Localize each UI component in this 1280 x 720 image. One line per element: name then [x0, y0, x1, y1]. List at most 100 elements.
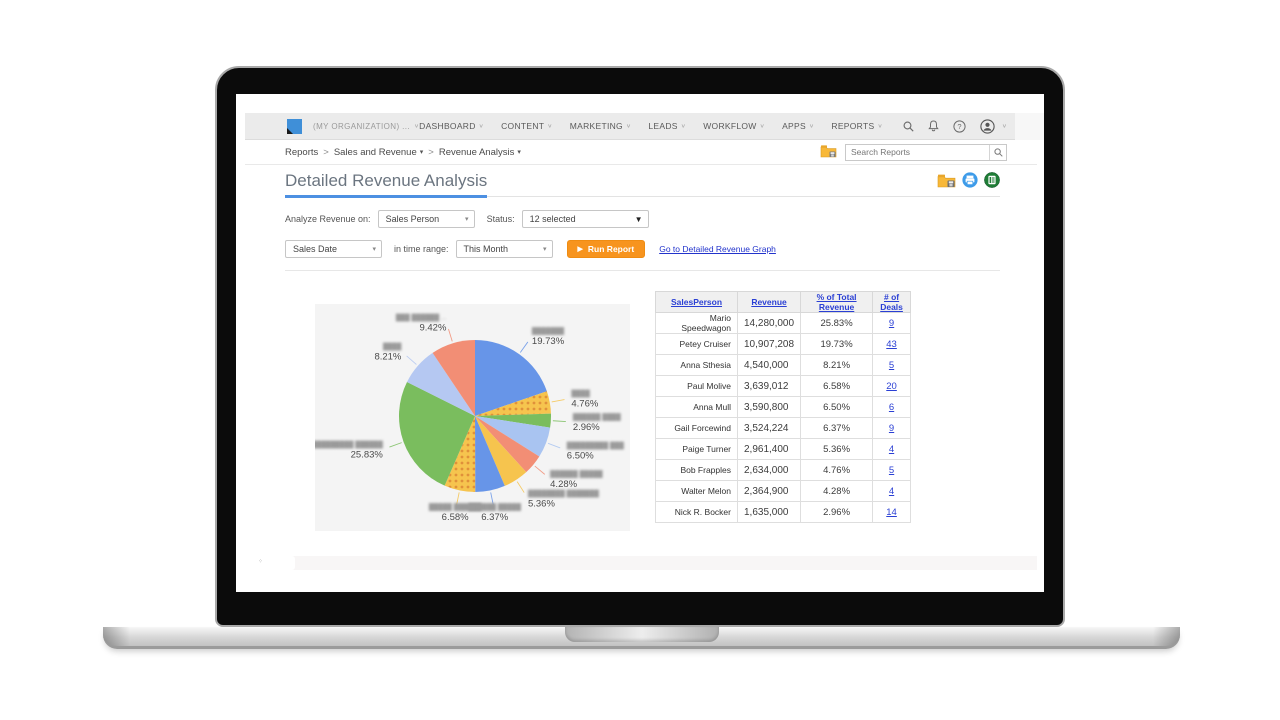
bottom-strip	[263, 556, 1037, 570]
nav-item-apps[interactable]: APPS ∨	[782, 121, 815, 131]
column-header[interactable]: % of Total Revenue	[800, 291, 874, 313]
nav-item-marketing[interactable]: MARKETING ∨	[569, 121, 632, 131]
analyze-revenue-select[interactable]: Sales Person ▾	[377, 210, 475, 228]
status-select[interactable]: 12 selected ▼	[521, 210, 649, 228]
pie-label-percent: 6.58%	[442, 512, 469, 523]
breadcrumb-separator: >	[428, 146, 434, 158]
pie-slice[interactable]	[475, 413, 551, 428]
deals-link[interactable]: 4	[872, 480, 912, 502]
revenue-cell: 2,364,900	[736, 480, 802, 502]
label-leader-line	[547, 442, 561, 449]
nav-item-workflow[interactable]: WORKFLOW ∨	[703, 121, 766, 131]
filter-panel: Analyze Revenue on: Sales Person ▾ Status…	[285, 210, 1000, 271]
column-header[interactable]: # of Deals	[872, 291, 912, 313]
save-to-folder-icon[interactable]	[937, 173, 956, 190]
deals-link[interactable]: 14	[872, 501, 912, 523]
detailed-revenue-graph-link[interactable]: Go to Detailed Revenue Graph	[659, 244, 776, 254]
export-icon[interactable]	[984, 172, 1000, 190]
deals-link[interactable]: 9	[872, 312, 912, 334]
breadcrumb-row: Reports > Sales and Revenue ▾ > Revenue Analy…	[245, 140, 1037, 165]
deals-link[interactable]: 6	[872, 396, 912, 418]
chevron-down-icon: ∨	[808, 123, 815, 130]
percent-cell: 6.37%	[800, 417, 874, 439]
revenue-cell: 2,961,400	[736, 438, 802, 460]
title-row: Detailed Revenue Analysis	[285, 165, 1000, 198]
analyze-revenue-label: Analyze Revenue on:	[285, 214, 371, 224]
print-icon[interactable]	[962, 172, 978, 190]
user-avatar-icon[interactable]: ∨	[980, 118, 1007, 134]
table-row: Paul Molive 3,639,012 6.58% 20	[655, 375, 912, 397]
dropdown-arrow-icon: ▾	[465, 216, 469, 223]
deals-link[interactable]: 9	[872, 417, 912, 439]
salesperson-cell: Nick R. Bocker	[655, 501, 738, 523]
table-row: Bob Frapples 2,634,000 4.76% 5	[655, 459, 912, 481]
pie-label-blurred: ██████ ████	[573, 413, 621, 421]
column-header[interactable]: Revenue	[736, 291, 802, 313]
table-row: Anna Sthesia 4,540,000 8.21% 5	[655, 354, 912, 376]
report-action-icons	[937, 172, 1000, 196]
breadcrumb-item[interactable]: Sales and Revenue	[333, 146, 417, 158]
table-row: Paige Turner 2,961,400 5.36% 4	[655, 438, 912, 460]
percent-cell: 6.58%	[800, 375, 874, 397]
analytics-app-window: (MY ORGANIZATION) ... ∨ DASHBOARD ∨ CONTEN…	[245, 112, 1044, 572]
pie-label-blurred: ████	[571, 389, 590, 397]
table-row: Anna Mull 3,590,800 6.50% 6	[655, 396, 912, 418]
filter-divider	[285, 270, 1000, 271]
pie-slice[interactable]	[432, 340, 475, 416]
run-report-button[interactable]: ▶ Run Report	[566, 240, 646, 258]
filter-row-2: Sales Date ▾ in time range: This Month ▾ ▶…	[285, 240, 1000, 258]
bottom-panel-tab[interactable]: ⁘	[245, 556, 295, 570]
nav-item-dashboard[interactable]: DASHBOARD ∨	[419, 121, 485, 131]
pie-slice[interactable]	[475, 416, 551, 457]
pie-label-percent: 4.76%	[571, 398, 598, 409]
pie-slice[interactable]	[475, 416, 527, 486]
revenue-table-wrap: SalesPerson Revenue% of Total Revenue # of…	[655, 291, 912, 523]
deals-link[interactable]: 5	[872, 459, 912, 481]
page-title: Detailed Revenue Analysis	[285, 171, 488, 198]
app-logo-icon[interactable]	[287, 118, 302, 134]
search-reports-input[interactable]	[846, 147, 989, 157]
drag-handle-icon: ⁘	[258, 559, 264, 565]
pie-slice[interactable]	[475, 416, 540, 473]
deals-link[interactable]: 20	[872, 375, 912, 397]
search-submit-icon[interactable]	[989, 144, 1006, 160]
search-icon[interactable]	[903, 121, 914, 132]
chevron-down-icon: ∨	[1001, 123, 1007, 130]
deals-link[interactable]: 4	[872, 438, 912, 460]
organization-label[interactable]: (MY ORGANIZATION) ...	[313, 121, 410, 131]
deals-link[interactable]: 43	[872, 333, 912, 355]
percent-cell: 4.76%	[800, 459, 874, 481]
pie-label-blurred: ██████ █████	[468, 503, 521, 511]
breadcrumb-right-tools	[820, 143, 1007, 161]
search-reports-box	[845, 143, 1007, 161]
nav-item-reports[interactable]: REPORTS ∨	[831, 121, 883, 131]
deals-link[interactable]: 5	[872, 354, 912, 376]
nav-item-leads[interactable]: LEADS ∨	[648, 121, 687, 131]
pie-slice[interactable]	[475, 340, 547, 416]
table-row: Nick R. Bocker 1,635,000 2.96% 14	[655, 501, 912, 523]
breadcrumb-item[interactable]: Reports	[285, 146, 319, 158]
help-icon[interactable]: ?	[953, 119, 966, 133]
time-range-label: in time range:	[394, 244, 449, 254]
report-main: ███████ 19.73% ████ 4.76% ██████ ████ 2.96% ██…	[285, 291, 1000, 531]
revenue-cell: 3,590,800	[736, 396, 802, 418]
pie-slice[interactable]	[475, 416, 505, 492]
folder-icon[interactable]	[820, 144, 837, 160]
revenue-cell: 1,635,000	[736, 501, 802, 523]
label-leader-line	[519, 341, 529, 353]
date-field-select[interactable]: Sales Date ▾	[285, 240, 382, 258]
notifications-bell-icon[interactable]	[928, 120, 939, 132]
pie-slice[interactable]	[475, 391, 551, 416]
breadcrumb-item[interactable]: Revenue Analysis	[438, 146, 515, 158]
column-header[interactable]: SalesPerson	[655, 291, 738, 313]
table-row: Gail Forcewind 3,524,224 6.37% 9	[655, 417, 912, 439]
pie-slice[interactable]	[398, 382, 475, 486]
revenue-table: SalesPerson Revenue% of Total Revenue # of…	[655, 291, 912, 523]
nav-item-content[interactable]: CONTENT ∨	[501, 121, 553, 131]
pie-slice[interactable]	[444, 416, 476, 493]
time-range-select[interactable]: This Month ▾	[455, 240, 553, 258]
pie-label-blurred: ████████ ███████	[528, 489, 599, 497]
pie-slice[interactable]	[407, 352, 475, 416]
pie-label-percent: 6.50%	[567, 450, 594, 461]
